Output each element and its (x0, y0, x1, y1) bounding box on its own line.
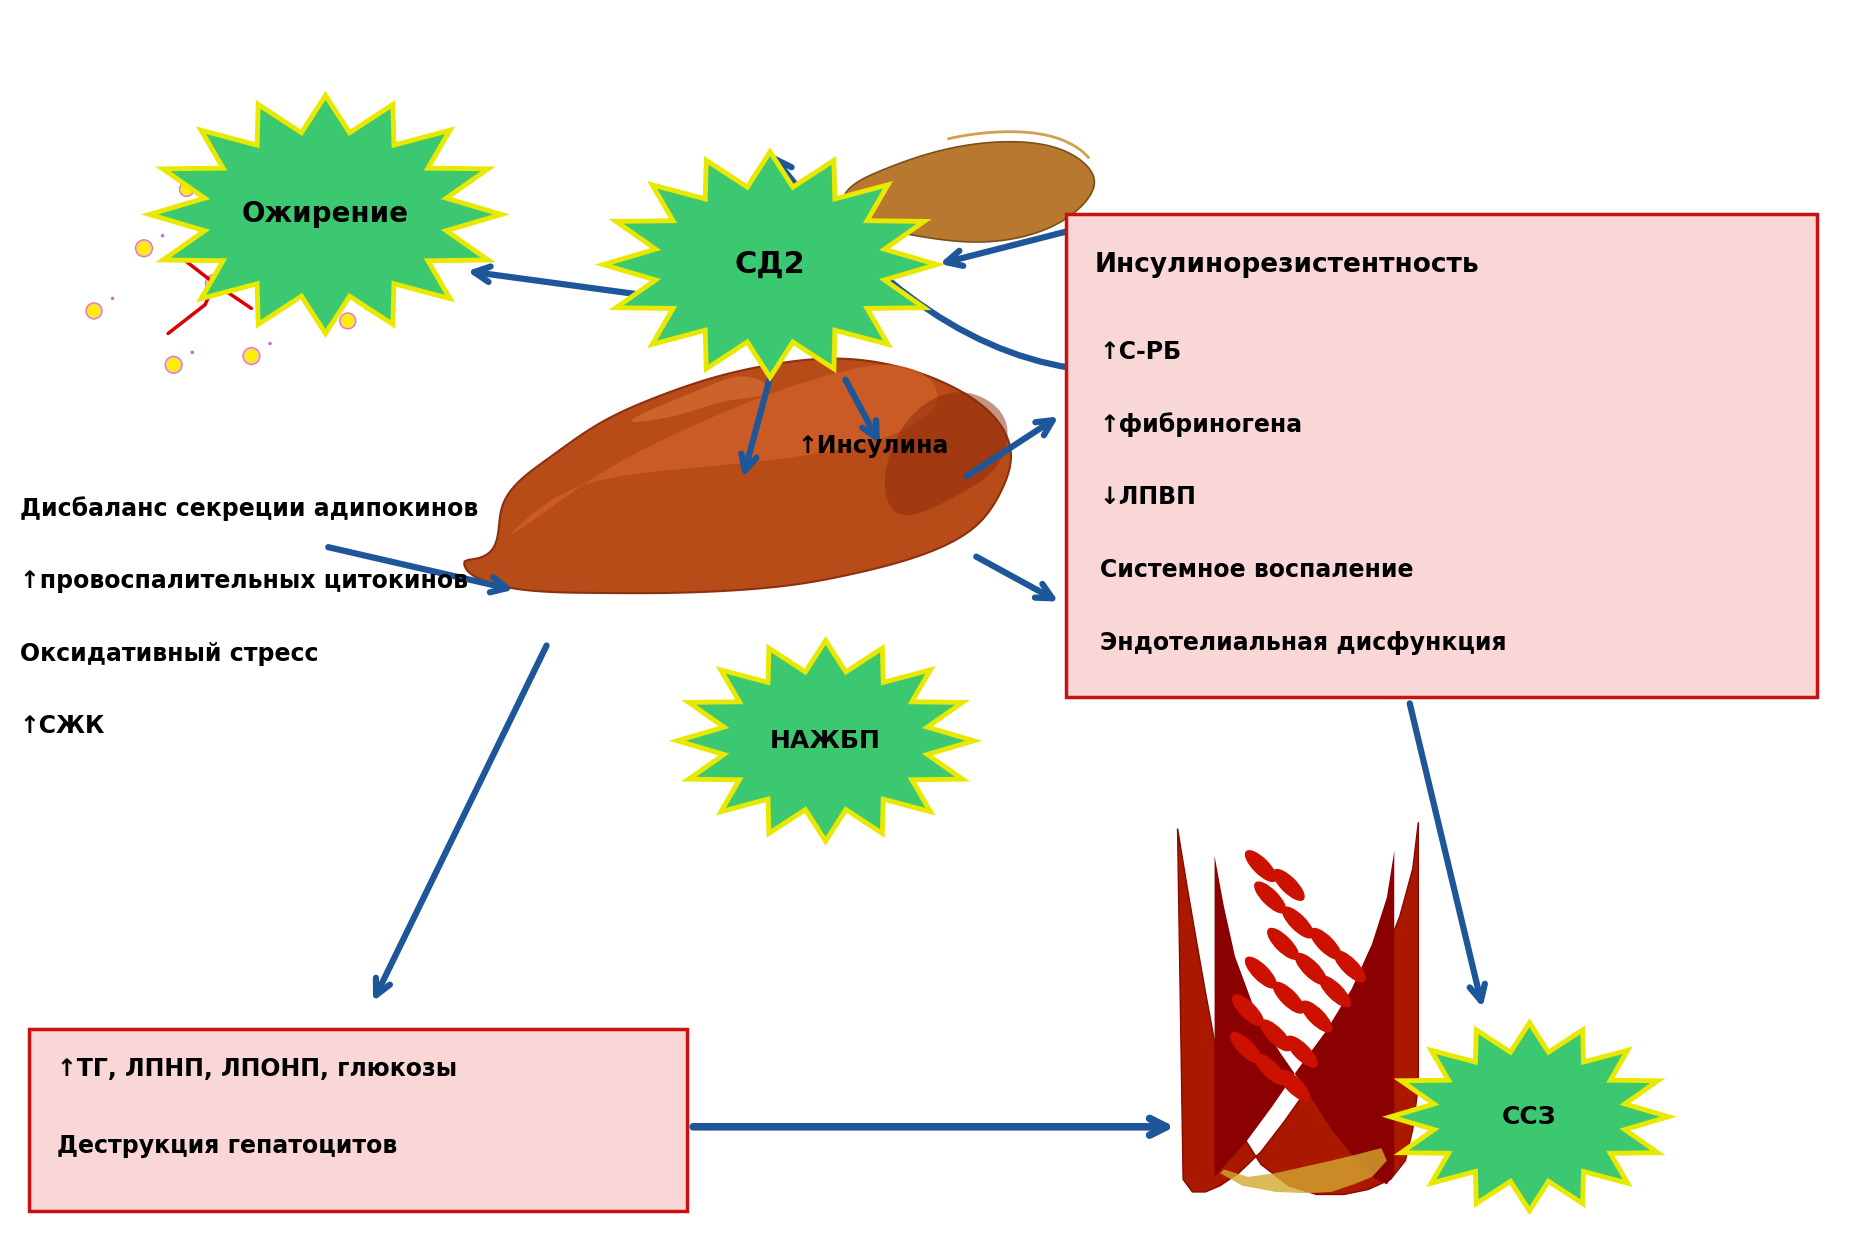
Polygon shape (1221, 1148, 1388, 1193)
Ellipse shape (1278, 1070, 1310, 1100)
Ellipse shape (1286, 1036, 1317, 1066)
Text: Ожирение: Ожирение (241, 201, 410, 229)
Ellipse shape (1295, 953, 1326, 985)
Text: Дисбаланс секреции адипокинов: Дисбаланс секреции адипокинов (20, 496, 479, 521)
Circle shape (161, 234, 165, 237)
Circle shape (338, 237, 341, 241)
Text: НАЖБП: НАЖБП (770, 728, 881, 752)
Text: СД2: СД2 (735, 250, 805, 279)
Ellipse shape (1319, 976, 1350, 1007)
Text: ↑фибриногена: ↑фибриногена (1100, 412, 1302, 437)
Ellipse shape (1254, 882, 1286, 913)
Ellipse shape (1254, 1054, 1286, 1084)
Text: ↑СЖК: ↑СЖК (20, 715, 106, 739)
Ellipse shape (1230, 1032, 1261, 1063)
Circle shape (339, 313, 356, 329)
Circle shape (111, 296, 115, 300)
FancyBboxPatch shape (30, 1029, 686, 1211)
Circle shape (265, 182, 282, 197)
Circle shape (267, 183, 280, 196)
Ellipse shape (1282, 907, 1313, 938)
Ellipse shape (1245, 850, 1276, 882)
Text: Инсулинорезистентность: Инсулинорезистентность (1094, 252, 1478, 278)
Circle shape (137, 241, 150, 255)
Circle shape (313, 244, 330, 261)
Circle shape (232, 269, 236, 273)
Circle shape (365, 306, 367, 310)
Polygon shape (464, 358, 1011, 593)
Circle shape (85, 303, 102, 319)
Circle shape (165, 357, 182, 373)
Text: ↓ЛПВП: ↓ЛПВП (1100, 485, 1196, 509)
Polygon shape (150, 95, 501, 334)
Text: Эндотелиальная дисфункция: Эндотелиальная дисфункция (1100, 631, 1506, 654)
Text: ↑провоспалительных цитокинов: ↑провоспалительных цитокинов (20, 569, 467, 593)
Polygon shape (603, 152, 937, 377)
Circle shape (87, 305, 100, 318)
Text: Деструкция гепатоцитов: Деструкция гепатоцитов (58, 1134, 397, 1158)
Text: ССЗ: ССЗ (1503, 1105, 1556, 1129)
Ellipse shape (1273, 982, 1304, 1014)
Text: ↑ТГ, ЛПНП, ЛПОНП, глюкозы: ↑ТГ, ЛПНП, ЛПОНП, глюкозы (58, 1056, 456, 1080)
Ellipse shape (1267, 928, 1298, 960)
Polygon shape (510, 364, 937, 535)
Circle shape (204, 176, 206, 178)
Circle shape (208, 276, 221, 290)
Circle shape (315, 245, 328, 259)
Circle shape (180, 182, 193, 196)
Polygon shape (1178, 823, 1419, 1194)
Ellipse shape (1245, 957, 1276, 988)
Circle shape (243, 348, 260, 364)
FancyBboxPatch shape (1067, 215, 1816, 697)
Text: ↑С-РБ: ↑С-РБ (1100, 340, 1182, 364)
Polygon shape (1391, 1022, 1668, 1211)
Text: ↑Инсулина: ↑Инсулина (798, 435, 950, 458)
Circle shape (269, 342, 271, 345)
Ellipse shape (1232, 995, 1263, 1026)
Ellipse shape (1334, 951, 1365, 982)
Circle shape (182, 183, 193, 195)
Polygon shape (842, 142, 1094, 242)
Text: Оксидативный стресс: Оксидативный стресс (20, 642, 319, 666)
Polygon shape (677, 641, 974, 842)
Polygon shape (885, 392, 1007, 515)
Ellipse shape (1260, 1020, 1291, 1051)
Ellipse shape (1300, 1001, 1332, 1032)
Circle shape (206, 275, 223, 293)
Circle shape (341, 315, 354, 328)
Circle shape (245, 349, 258, 363)
Circle shape (167, 358, 180, 372)
Polygon shape (631, 377, 770, 422)
Circle shape (191, 350, 195, 354)
Text: Системное воспаление: Системное воспаление (1100, 558, 1414, 582)
Ellipse shape (1310, 928, 1341, 960)
Circle shape (135, 240, 152, 256)
Ellipse shape (1273, 869, 1304, 901)
Circle shape (291, 176, 293, 178)
Polygon shape (1215, 852, 1395, 1184)
